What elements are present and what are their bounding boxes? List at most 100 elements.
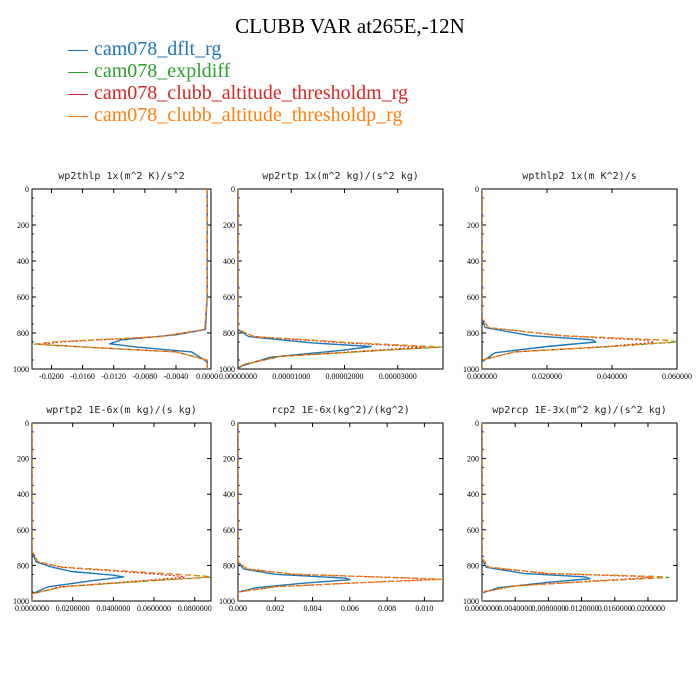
x-tick-label: -0.0080: [133, 372, 158, 381]
y-tick-label: 800: [17, 561, 29, 570]
series-line-thresholdm: [39, 189, 208, 369]
x-tick-label: 0.0040000: [498, 604, 532, 613]
subplot-title: wp2rcp 1E-3x(m^2 kg)/(s^2 kg): [492, 405, 667, 416]
x-tick-label: 0.0400000: [96, 604, 130, 613]
y-tick-label: 600: [467, 293, 479, 302]
y-tick-label: 800: [17, 329, 29, 338]
plot-frame: [237, 422, 444, 602]
subplot-2: wp2rtp 1x(m^2 kg)/(s^2 kg) 0 200 400 600 800 1…: [219, 171, 444, 381]
y-tick-label: 1000: [463, 597, 479, 606]
y-tick-label: 1000: [13, 597, 29, 606]
y-tick-label: 0: [475, 419, 479, 428]
series-line-expldiff: [32, 423, 211, 601]
x-tick-label: 0.00002000: [325, 372, 363, 381]
subplot-4: wprtp2 1E-6x(m kg)/(s kg) 0 200 400 600 800 10…: [13, 405, 212, 613]
x-tick-label: 0.0080000: [531, 604, 565, 613]
legend-line-dflt: —: [68, 38, 88, 60]
x-tick-label: 0.000: [229, 604, 247, 613]
series-line-thresholdp: [238, 189, 441, 369]
y-tick-label: 600: [223, 526, 235, 535]
plot-frame: [31, 422, 212, 602]
y-tick-label: 200: [223, 455, 235, 464]
y-tick-label: 400: [467, 490, 479, 499]
series-line-thresholdm: [482, 189, 655, 369]
series-line-expldiff: [482, 189, 677, 369]
series-line-dflt: [482, 189, 597, 369]
x-tick-label: 0.0200000: [56, 604, 90, 613]
y-tick-label: 600: [467, 526, 479, 535]
legend-item-expldiff: — cam078_expldiff: [68, 60, 408, 82]
x-tick-label: 0.040000: [597, 372, 627, 381]
plot-frame: [481, 188, 678, 370]
subplot-title: wpthlp2 1x(m K^2)/s: [522, 171, 636, 182]
x-tick-label: 0.000000: [467, 372, 497, 381]
plot-frame: [31, 188, 212, 370]
series-line-dflt: [482, 423, 591, 601]
x-tick-label: 0.0200000: [631, 604, 665, 613]
x-tick-label: 0.002: [266, 604, 284, 613]
y-tick-label: 1000: [13, 365, 29, 374]
y-tick-label: 800: [223, 329, 235, 338]
series-line-dflt: [109, 189, 208, 369]
y-tick-label: 0: [25, 419, 29, 428]
subplot-1: wp2thlp 1x(m^2 K)/s^2 0 200 400 600 800 1000 -0…: [13, 171, 218, 381]
y-tick-label: 0: [231, 185, 235, 194]
y-tick-label: 0: [25, 185, 29, 194]
y-tick-label: 800: [467, 329, 479, 338]
series-line-thresholdp: [32, 423, 210, 601]
series-line-dflt: [32, 423, 125, 601]
subplot-5: rcp2 1E-6x(kg^2)/(kg^2) 0 200 400 600 800 1000…: [219, 405, 444, 613]
x-tick-label: 0.060000: [662, 372, 692, 381]
x-tick-label: 0.0000000: [15, 604, 49, 613]
y-tick-label: 800: [467, 561, 479, 570]
x-tick-label: 0.020000: [532, 372, 562, 381]
y-tick-label: 0: [475, 185, 479, 194]
y-tick-label: 600: [17, 293, 29, 302]
y-tick-label: 600: [223, 293, 235, 302]
series-line-thresholdp: [238, 423, 443, 601]
x-tick-label: 0.0000: [196, 372, 218, 381]
subplot-title: rcp2 1E-6x(kg^2)/(kg^2): [271, 405, 409, 416]
x-tick-label: 0.008: [378, 604, 396, 613]
x-tick-label: -0.0120: [101, 372, 126, 381]
legend-line-expldiff: —: [68, 60, 88, 82]
x-tick-label: -0.0040: [164, 372, 189, 381]
legend-item-thresholdp: — cam078_clubb_altitude_thresholdp_rg: [68, 104, 408, 126]
y-tick-label: 400: [223, 490, 235, 499]
y-tick-label: 1000: [463, 365, 479, 374]
series-line-thresholdm: [238, 423, 440, 601]
x-tick-label: 0.0800000: [178, 604, 212, 613]
y-tick-label: 200: [467, 221, 479, 230]
y-tick-label: 400: [467, 257, 479, 266]
subplot-title: wp2thlp 1x(m^2 K)/s^2: [58, 171, 184, 182]
series-line-thresholdp: [482, 423, 666, 601]
y-tick-label: 600: [17, 526, 29, 535]
x-tick-label: -0.0160: [70, 372, 95, 381]
legend-label-dflt: cam078_dflt_rg: [94, 38, 222, 60]
legend: — cam078_dflt_rg — cam078_expldiff — cam078…: [68, 38, 408, 126]
x-tick-label: -0.0200: [39, 372, 64, 381]
series-line-thresholdm: [238, 189, 425, 369]
y-tick-label: 400: [223, 257, 235, 266]
subplot-6: wp2rcp 1E-3x(m^2 kg)/(s^2 kg) 0 200 400 600 8…: [463, 405, 678, 613]
series-line-dflt: [238, 189, 372, 369]
legend-label-thresholdm: cam078_clubb_altitude_thresholdm_rg: [94, 82, 409, 104]
series-line-expldiff: [238, 423, 443, 601]
y-tick-label: 200: [17, 221, 29, 230]
y-tick-label: 400: [17, 490, 29, 499]
series-line-thresholdp: [482, 189, 675, 369]
x-tick-label: 0.0600000: [137, 604, 171, 613]
y-tick-label: 1000: [219, 597, 235, 606]
legend-label-expldiff: cam078_expldiff: [94, 60, 231, 82]
y-tick-label: 400: [17, 257, 29, 266]
subplot-3: wpthlp2 1x(m K^2)/s 0 200 400 600 800 10000.00…: [463, 171, 692, 381]
legend-label-thresholdp: cam078_clubb_altitude_thresholdp_rg: [94, 104, 403, 126]
x-tick-label: 0.0160000: [598, 604, 632, 613]
legend-line-thresholdp: —: [68, 104, 88, 126]
x-tick-label: 0.00003000: [379, 372, 417, 381]
series-line-expldiff: [33, 189, 208, 369]
subplot-title: wprtp2 1E-6x(m kg)/(s kg): [46, 405, 197, 416]
figure-title: CLUBB VAR at265E,-12N: [235, 14, 465, 38]
